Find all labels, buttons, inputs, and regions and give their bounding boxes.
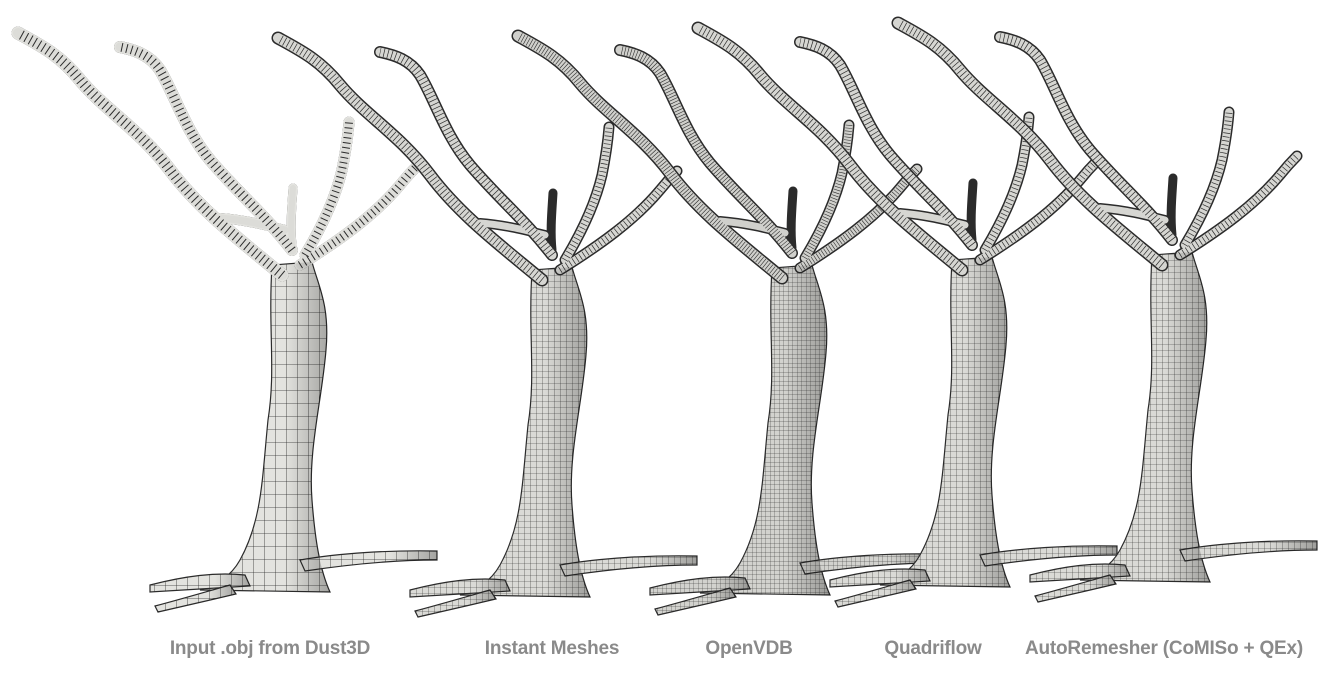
tree-panel-input <box>18 33 438 613</box>
caption-openvdb: OpenVDB <box>705 638 793 659</box>
tree-panel-quadriflow <box>698 28 1118 608</box>
caption-quadriflow: Quadriflow <box>884 638 982 659</box>
caption-input-obj: Input .obj from Dust3D <box>169 638 371 659</box>
tree-panel-instant-meshes <box>278 38 698 618</box>
tree-panel-autoremesher <box>898 23 1318 603</box>
caption-autoremesher: AutoRemesher (CoMISo + QEx) <box>1024 638 1304 659</box>
caption-instant-meshes: Instant Meshes <box>484 638 620 659</box>
